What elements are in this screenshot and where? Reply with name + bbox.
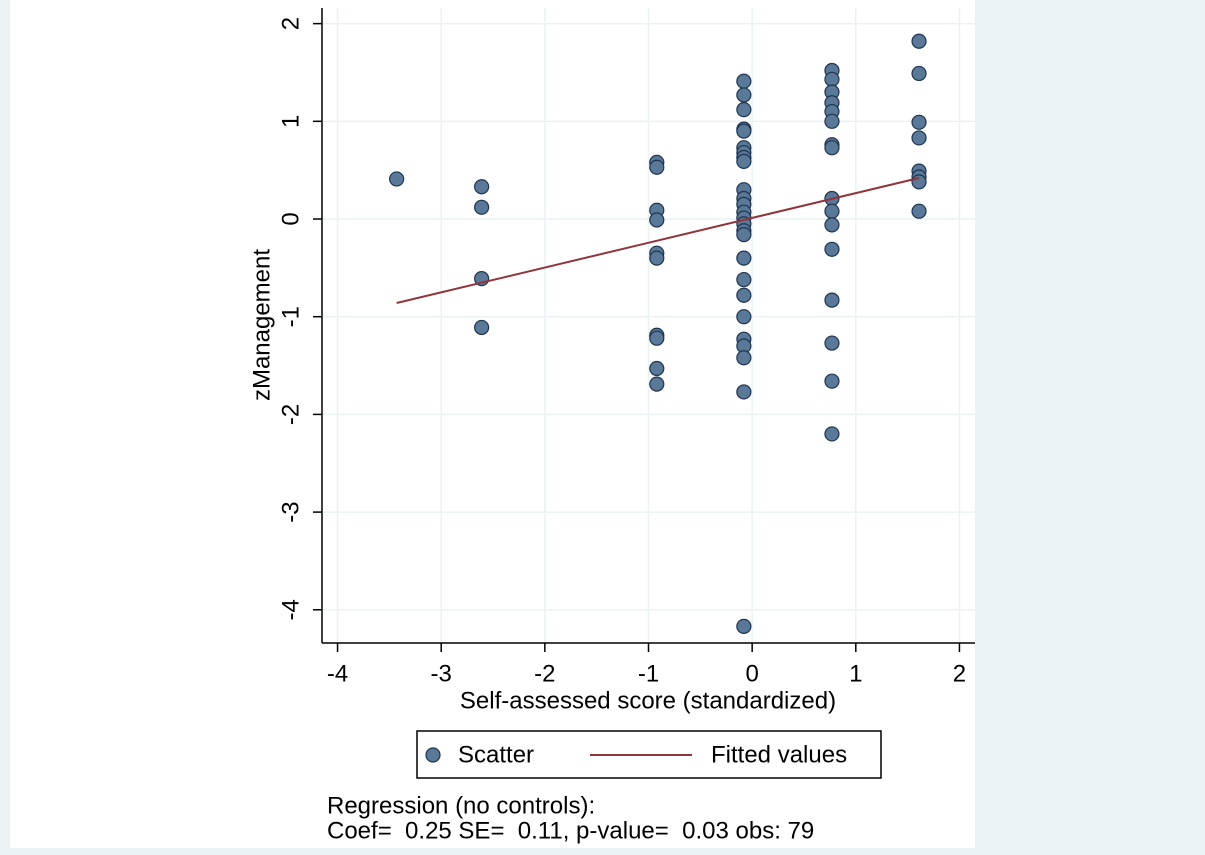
scatter-point: [736, 350, 752, 366]
legend-label: Scatter: [458, 741, 534, 768]
scatter-point: [736, 73, 752, 89]
scatter-point: [911, 203, 927, 219]
scatter-point: [824, 292, 840, 308]
scatter-point: [474, 179, 490, 195]
scatter-point: [736, 309, 752, 325]
x-tick-label: 1: [849, 660, 862, 687]
y-axis-label: zManagement: [248, 249, 275, 401]
scatter-point: [649, 250, 665, 266]
scatter-point: [474, 199, 490, 215]
note-line: Regression (no controls):: [327, 792, 595, 819]
scatter-point: [736, 123, 752, 139]
y-tick-label: -1: [277, 306, 304, 327]
scatter-point: [824, 241, 840, 257]
scatter-point: [736, 271, 752, 288]
scatter-point: [911, 65, 927, 82]
scatter-point: [736, 87, 752, 103]
y-tick-label: 2: [277, 17, 304, 30]
scatter-point: [824, 140, 840, 156]
scatter-point: [649, 212, 665, 228]
x-tick-label: -1: [638, 660, 659, 687]
scatter-point: [736, 287, 752, 303]
scatter-point: [649, 376, 665, 392]
scatter-point: [824, 335, 840, 351]
x-tick-label: 2: [953, 660, 966, 687]
scatter-point: [389, 171, 405, 187]
scatter-point: [736, 227, 752, 243]
scatter-point: [911, 33, 927, 49]
scatter-point: [824, 203, 840, 219]
scatter-point: [649, 360, 665, 377]
y-tick-label: -4: [277, 599, 304, 620]
scatter-point: [824, 113, 840, 129]
scatter-point: [736, 101, 752, 118]
scatter-point: [736, 384, 752, 400]
y-tick-label: -3: [277, 501, 304, 522]
plot-background: [10, 0, 975, 848]
legend-swatch: [425, 747, 441, 763]
x-tick-label: -2: [534, 660, 555, 687]
scatter-point: [824, 71, 840, 87]
scatter-point: [736, 153, 752, 169]
y-tick-label: -2: [277, 404, 304, 425]
fitted-line: [396, 177, 920, 305]
y-tick-label: 1: [277, 115, 304, 128]
legend-label: Fitted values: [711, 741, 847, 768]
x-tick-label: -4: [327, 660, 348, 687]
scatter-point: [474, 319, 490, 336]
scatter-point: [911, 130, 927, 146]
x-tick-label: -3: [431, 660, 452, 687]
scatter-point: [911, 174, 927, 190]
scatter-point: [736, 250, 752, 266]
scatter-point: [911, 114, 927, 130]
note-line: Coef= 0.25 SE= 0.11, p-value= 0.03 obs: …: [327, 817, 814, 844]
x-axis-label: Self-assessed score (standardized): [460, 687, 836, 714]
scatter-point: [824, 373, 840, 389]
scatter-point: [824, 426, 840, 442]
scatter-point: [824, 217, 840, 233]
scatter-point: [736, 618, 752, 634]
scatter-point: [649, 159, 665, 175]
y-tick-label: 0: [277, 212, 304, 225]
x-tick-label: 0: [745, 660, 758, 687]
scatter-point: [649, 330, 665, 346]
